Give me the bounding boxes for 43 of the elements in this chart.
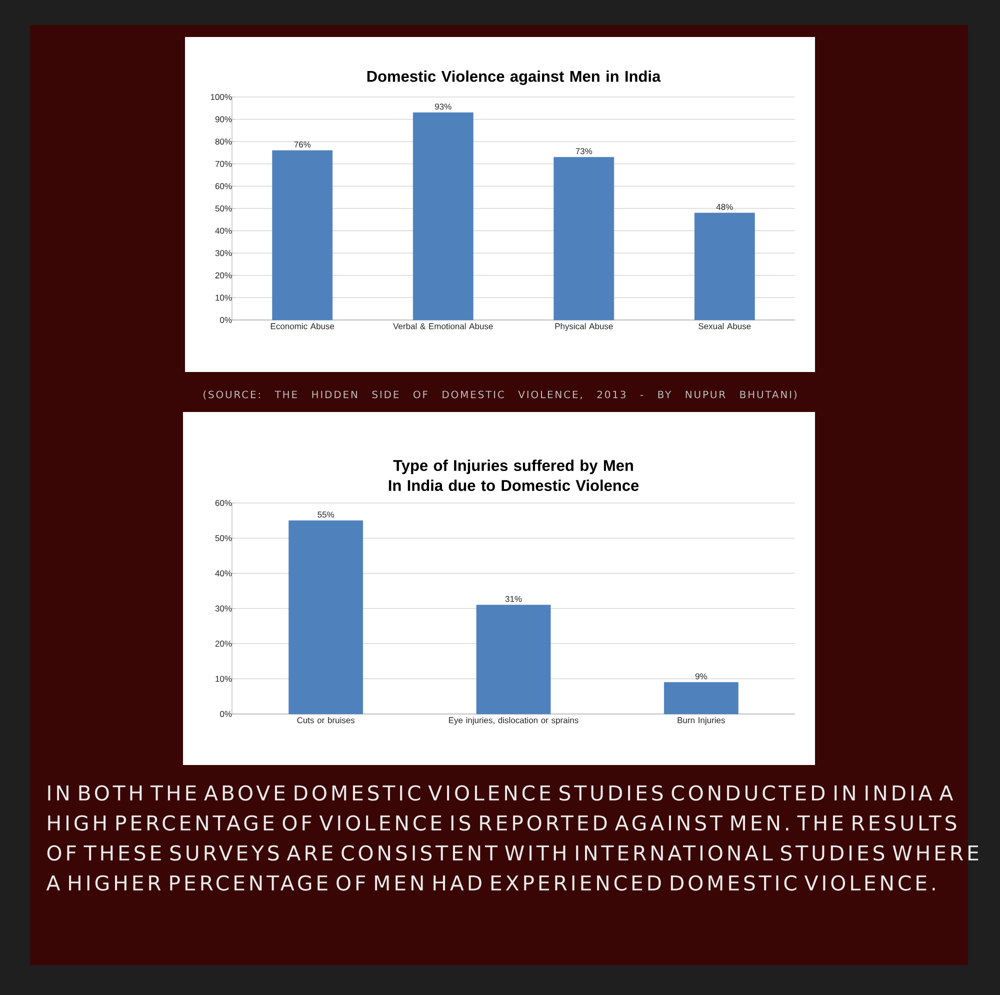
- data-label: 93%: [435, 104, 452, 110]
- text: (SOURCE: THE HIDDEN SIDE OF DOMESTIC VIOLENCE, 2013 - BY NUPUR BHUTANI): [204, 390, 796, 400]
- y-tick-label: 90%: [215, 116, 232, 122]
- x-tick-label: Burn Injuries: [678, 716, 725, 725]
- y-tick-label: 100%: [210, 94, 232, 100]
- y-tick-label: 0%: [220, 710, 232, 717]
- bar: [412, 112, 474, 320]
- y-tick-label: 70%: [215, 160, 232, 167]
- data-label: 55%: [318, 512, 334, 518]
- y-tick-label: 0%: [220, 316, 232, 323]
- x-tick-label: Sexual Abuse: [698, 322, 751, 330]
- data-label: 9%: [695, 673, 708, 680]
- y-tick-label: 10%: [216, 294, 232, 301]
- bar: [694, 212, 755, 320]
- y-tick-label: 60%: [215, 183, 232, 190]
- data-label: 48%: [716, 204, 733, 210]
- x-tick-label: Cuts or bruises: [297, 716, 355, 724]
- y-tick-label: 40%: [215, 228, 232, 234]
- y-tick-label: 40%: [215, 570, 232, 576]
- y-tick-label: 50%: [215, 205, 232, 212]
- text: IN BOTH THE ABOVE DOMESTIC VIOLENCE STUDIES CONDUCTED IN INDIA A HIGH PERCENTAGE OF VIOLENCE IS REPORTED AGAINST MEN. THE RESULTS OF THESE SURVEYS ARE CONSISTENT WITH INTERNATIONAL STUDIES WHERE A HIGHER PERCENTAGE OF MEN HAD EXPERIENCED DOMESTIC VIOLENCE.: [46, 785, 978, 891]
- data-label: 31%: [505, 596, 522, 602]
- y-tick-label: 60%: [215, 500, 232, 506]
- data-label: 76%: [294, 141, 311, 148]
- bar: [476, 604, 551, 714]
- chart-title: Type of Injuries suffered by Men In India due to Domestic Violence: [388, 460, 639, 492]
- x-tick-label: Economic Abuse: [270, 322, 334, 330]
- y-tick-label: 20%: [215, 272, 232, 278]
- x-tick-label: Eye injuries, dislocation or sprains: [449, 716, 578, 725]
- bar: [288, 520, 364, 714]
- y-tick-label: 10%: [216, 676, 232, 682]
- y-tick-label: 80%: [215, 138, 232, 145]
- data-label: 73%: [576, 148, 592, 154]
- bar: [272, 150, 333, 320]
- chart-title: Domestic Violence against Men in India: [367, 70, 661, 85]
- bar: [554, 156, 614, 320]
- y-tick-label: 50%: [215, 535, 232, 542]
- x-tick-label: Physical Abuse: [555, 322, 613, 331]
- y-tick-label: 20%: [215, 640, 232, 647]
- y-tick-label: 30%: [215, 605, 232, 612]
- y-tick-label: 30%: [215, 250, 232, 256]
- x-tick-label: Verbal & Emotional Abuse: [393, 322, 493, 330]
- bar: [664, 682, 738, 714]
